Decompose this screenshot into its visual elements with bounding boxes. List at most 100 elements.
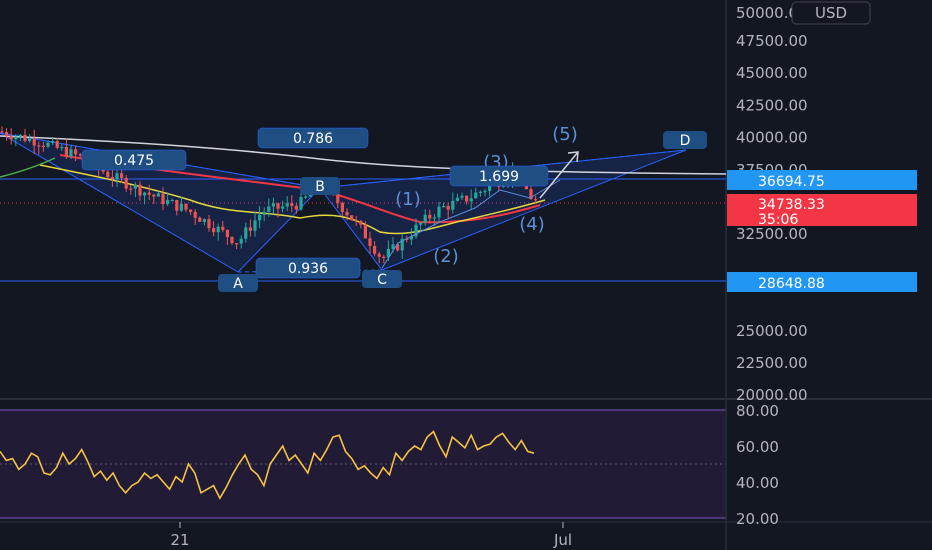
svg-text:28648.88: 28648.88 <box>758 276 825 292</box>
candle-body <box>446 206 450 210</box>
candle-body <box>147 192 151 195</box>
y-tick-label: 25000.00 <box>736 322 808 340</box>
candle-body <box>9 136 13 140</box>
candle-body <box>285 203 289 207</box>
wave-label-2: (2) <box>433 246 459 267</box>
point-label-b[interactable]: B <box>300 177 340 195</box>
candle-body <box>304 196 308 198</box>
candle-body <box>37 145 41 147</box>
svg-text:D: D <box>680 133 691 149</box>
y-tick-label-top: 50000.00 <box>736 4 808 22</box>
candle-body <box>133 184 137 189</box>
rsi-line[interactable] <box>0 430 535 500</box>
point-label-c[interactable]: C <box>362 270 402 288</box>
candle-body <box>14 136 18 140</box>
candle-body <box>225 229 229 238</box>
candle-body <box>230 237 234 244</box>
candle-body <box>455 197 459 201</box>
price-tag-resistance[interactable]: 36694.75 <box>727 170 917 190</box>
candle-body <box>161 193 165 205</box>
candle-body <box>18 134 22 137</box>
y-tick-label: 20000.00 <box>736 386 808 404</box>
candle-body <box>474 192 478 199</box>
y-tick-label: 22500.00 <box>736 354 808 372</box>
point-label-d[interactable]: D <box>663 131 707 149</box>
candle-body <box>23 134 27 141</box>
svg-text:A: A <box>233 276 243 292</box>
point-label-a[interactable]: A <box>218 274 258 292</box>
x-tick-label-jul: Jul <box>553 531 572 549</box>
svg-text:1.699: 1.699 <box>479 169 519 185</box>
candle-body <box>189 209 193 212</box>
candle-body <box>64 147 68 157</box>
currency-button[interactable]: USD <box>791 1 871 25</box>
candle-body <box>350 215 354 221</box>
wave-label-5: (5) <box>552 124 578 145</box>
price-tag-last[interactable]: 34738.33 35:06 <box>727 194 917 228</box>
candle-body <box>41 145 45 148</box>
candle-body <box>207 219 211 229</box>
candle-body <box>193 211 197 218</box>
candle-body <box>5 132 9 137</box>
candle-body <box>253 220 257 231</box>
svg-text:0.786: 0.786 <box>293 131 333 147</box>
svg-text:0.936: 0.936 <box>288 261 328 277</box>
candle-body <box>55 140 59 148</box>
candle-body <box>179 203 183 211</box>
y-tick-label: 32500.00 <box>736 225 808 243</box>
rsi-tick-label: 60.00 <box>736 438 779 456</box>
main-pane <box>0 0 726 398</box>
candle-body <box>299 197 303 210</box>
rsi-pane <box>0 410 726 518</box>
candle-body <box>221 226 225 230</box>
candle-body <box>115 173 119 180</box>
candle-body <box>391 244 395 249</box>
candle-body <box>120 173 124 178</box>
candle-body <box>437 206 441 218</box>
candle-body <box>271 203 275 207</box>
candle-body <box>124 177 128 189</box>
candle-body <box>0 131 4 133</box>
candle-body <box>419 222 423 225</box>
candle-body <box>373 246 377 254</box>
y-tick-label: 45000.00 <box>736 64 808 82</box>
candle-body <box>465 195 469 202</box>
ratio-badge-0786[interactable]: 0.786 <box>257 127 369 149</box>
candle-body <box>129 188 133 190</box>
candle-body <box>60 147 64 149</box>
ratio-badge-1699[interactable]: 1.699 <box>449 165 549 187</box>
price-axis[interactable]: 47500.0045000.0042500.0040000.0037500.00… <box>736 32 808 404</box>
ratio-badge-0936[interactable]: 0.936 <box>255 257 361 279</box>
candle-body <box>478 191 482 193</box>
candle-body <box>294 205 298 210</box>
x-tick-label-21: 21 <box>170 531 189 549</box>
candle-body <box>290 203 294 206</box>
rsi-axis: 80.00 60.00 40.00 20.00 <box>736 402 779 528</box>
candle-body <box>262 211 266 215</box>
price-tag-support[interactable]: 28648.88 <box>727 272 917 292</box>
candle-body <box>138 184 142 196</box>
candle-body <box>359 220 363 225</box>
ratio-badge-0475[interactable]: 0.475 <box>81 149 187 171</box>
candle-body <box>212 228 216 233</box>
candle-body <box>74 149 78 155</box>
ma-green-line <box>0 157 56 178</box>
candle-body <box>483 190 487 193</box>
rsi-tick-label: 40.00 <box>736 474 779 492</box>
svg-text:0.475: 0.475 <box>114 153 154 169</box>
candle-body <box>451 200 455 210</box>
y-tick-label: 40000.00 <box>736 129 808 147</box>
ma-red-line <box>59 154 541 224</box>
candle-body <box>184 203 188 210</box>
candle-body <box>488 185 492 191</box>
candle-body <box>368 238 372 247</box>
rsi-tick-label: 20.00 <box>736 510 779 528</box>
candle-body <box>276 203 280 209</box>
candle-body <box>202 219 206 222</box>
candle-body <box>106 171 110 177</box>
candle-body <box>345 211 349 216</box>
svg-text:C: C <box>377 272 387 288</box>
candle-body <box>354 220 358 222</box>
candle-body <box>423 214 427 223</box>
